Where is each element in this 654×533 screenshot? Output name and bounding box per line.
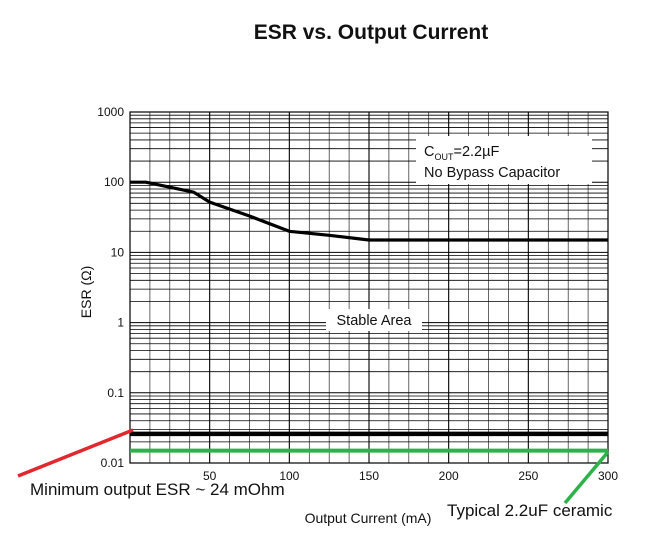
data-series	[130, 180, 608, 437]
y-tick-label: 0.1	[107, 386, 124, 400]
y-tick-label: 10	[111, 245, 125, 259]
typical-ceramic-callout: Typical 2.2uF ceramic	[447, 501, 613, 520]
y-tick-labels: 0.01 0.1 1 10 100 1000	[97, 105, 124, 470]
bypass-annotation: No Bypass Capacitor	[424, 165, 560, 181]
series-line-upper-boundary	[130, 180, 608, 242]
x-axis-label: Output Current (mA)	[305, 510, 432, 526]
chart-title: ESR vs. Output Current	[254, 21, 489, 44]
x-tick-label: 50	[203, 469, 217, 483]
cout-value: =2.2µF	[453, 144, 499, 160]
cout-subscript: OUT	[434, 152, 454, 162]
y-tick-label: 0.01	[101, 456, 125, 470]
stable-area-box	[326, 309, 422, 331]
typical-ceramic-pointer-line	[563, 450, 610, 505]
plot-frame	[129, 111, 609, 464]
stable-area-label: Stable Area	[337, 313, 413, 329]
cout-annotation-box	[416, 136, 592, 184]
y-axis-label: ESR (Ω)	[78, 266, 94, 318]
minimum-esr-callout: Minimum output ESR ~ 24 mOhm	[30, 480, 285, 499]
x-tick-label: 250	[518, 469, 538, 483]
cout-main: C	[424, 144, 434, 160]
y-tick-label: 100	[104, 175, 124, 189]
y-tick-label: 1000	[97, 105, 124, 119]
cout-annotation: COUT=2.2µF	[424, 144, 499, 162]
y-tick-label: 1	[117, 316, 124, 330]
x-tick-label: 150	[359, 469, 379, 483]
x-tick-label: 100	[279, 469, 299, 483]
minimum-esr-pointer-line	[17, 428, 134, 478]
x-tick-label: 200	[439, 469, 459, 483]
x-tick-label: 300	[598, 469, 618, 483]
x-tick-labels: 50 100 150 200 250 300	[203, 469, 618, 483]
